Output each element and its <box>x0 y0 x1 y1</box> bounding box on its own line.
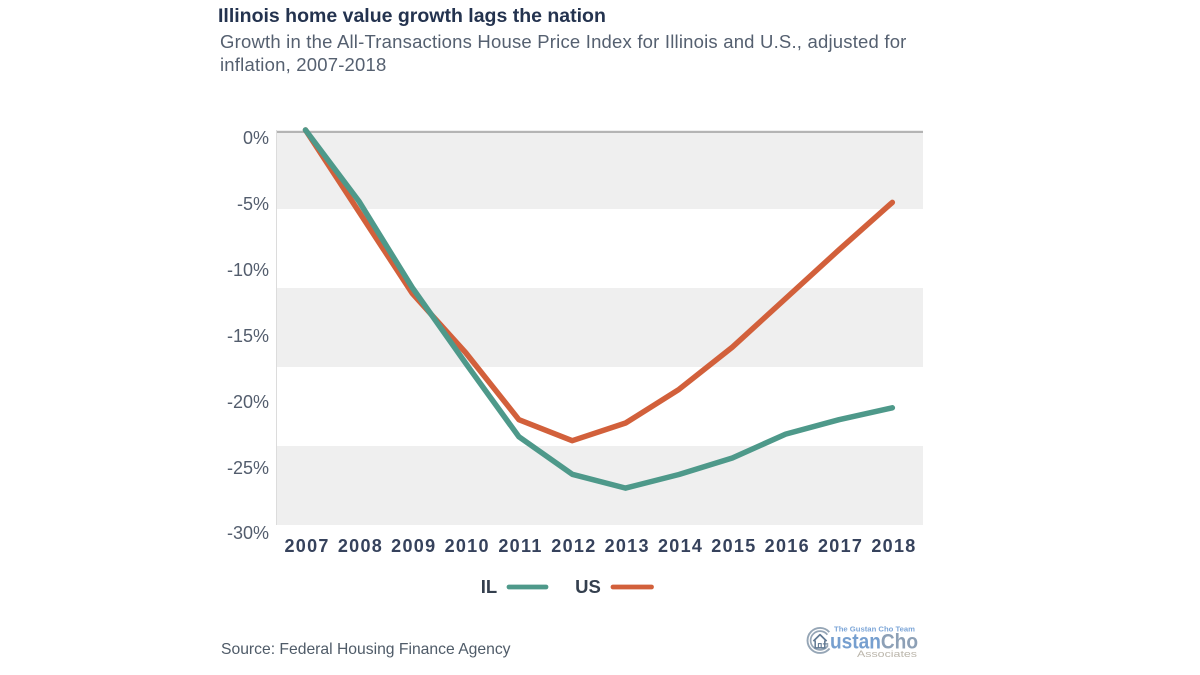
svg-text:ustanCho: ustanCho <box>830 630 918 654</box>
svg-text:Associates: Associates <box>857 649 917 660</box>
svg-text:The Gustan Cho Team: The Gustan Cho Team <box>834 626 915 633</box>
